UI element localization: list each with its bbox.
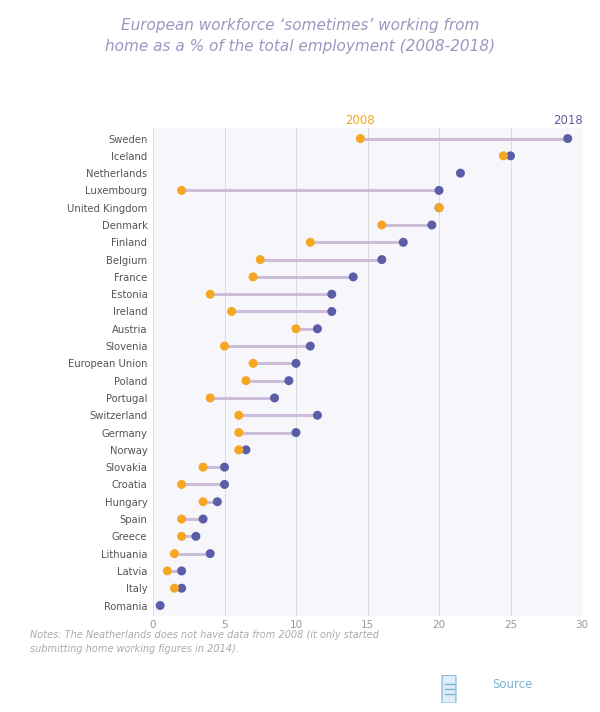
Point <box>170 582 179 594</box>
Point <box>313 409 322 421</box>
Point <box>291 323 301 335</box>
Point <box>434 202 444 214</box>
Text: 2008: 2008 <box>346 115 375 127</box>
Point <box>563 133 572 145</box>
Point <box>177 478 187 490</box>
Point <box>220 478 229 490</box>
Point <box>234 427 244 439</box>
Text: European workforce ‘sometimes’ working from: European workforce ‘sometimes’ working f… <box>121 18 479 33</box>
Point <box>170 548 179 560</box>
Point <box>198 513 208 525</box>
Point <box>205 392 215 404</box>
Point <box>205 288 215 300</box>
Point <box>234 444 244 456</box>
Point <box>291 357 301 369</box>
Point <box>434 202 444 214</box>
Text: Source: Source <box>492 678 532 691</box>
Point <box>248 357 258 369</box>
Point <box>177 530 187 542</box>
Point <box>427 219 437 231</box>
Point <box>327 288 337 300</box>
Point <box>499 150 508 162</box>
Point <box>198 461 208 473</box>
Point <box>377 219 386 231</box>
Point <box>455 167 465 179</box>
Point <box>191 530 200 542</box>
Point <box>241 444 251 456</box>
Point <box>313 323 322 335</box>
Text: home as a % of the total employment (2008-2018): home as a % of the total employment (200… <box>105 39 495 54</box>
Point <box>177 184 187 196</box>
Point <box>220 461 229 473</box>
Point <box>377 254 386 266</box>
Point <box>212 496 222 508</box>
Point <box>356 133 365 145</box>
Point <box>349 271 358 283</box>
Text: Notes: The Neatherlands does not have data from 2008 (it only started: Notes: The Neatherlands does not have da… <box>30 630 379 640</box>
Point <box>248 271 258 283</box>
Point <box>220 340 229 352</box>
Point <box>434 184 444 196</box>
Point <box>177 565 187 577</box>
Point <box>256 254 265 266</box>
Point <box>291 427 301 439</box>
Point <box>284 375 293 387</box>
Point <box>227 305 236 317</box>
Point <box>305 340 315 352</box>
Point <box>506 150 515 162</box>
Point <box>155 600 165 611</box>
Point <box>305 236 315 248</box>
Point <box>177 513 187 525</box>
Point <box>241 375 251 387</box>
Point <box>398 236 408 248</box>
Point <box>177 582 187 594</box>
Text: submitting home working figures in 2014).: submitting home working figures in 2014)… <box>30 644 239 654</box>
Point <box>234 409 244 421</box>
Point <box>327 305 337 317</box>
Point <box>205 548 215 560</box>
Point <box>163 565 172 577</box>
Point <box>198 496 208 508</box>
Point <box>270 392 280 404</box>
Text: 2018: 2018 <box>553 115 583 127</box>
FancyBboxPatch shape <box>442 675 456 703</box>
